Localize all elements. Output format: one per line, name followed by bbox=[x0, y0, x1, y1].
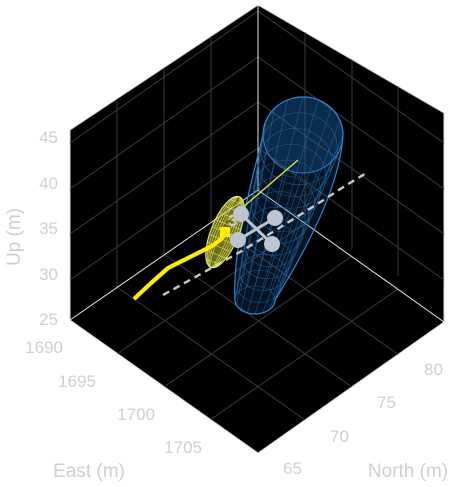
cylinder-mesh-line bbox=[236, 120, 267, 295]
cylinder-mesh-line bbox=[247, 99, 288, 288]
north-tick-label: 65 bbox=[283, 459, 302, 478]
up-tick-label: 35 bbox=[39, 219, 58, 238]
ellipsoid-mesh-line bbox=[205, 249, 227, 259]
grid-line bbox=[70, 56, 259, 190]
cylinder-mesh-line bbox=[268, 161, 332, 311]
north-axis-label: North (m) bbox=[368, 461, 448, 482]
east-tick-label: 1705 bbox=[164, 438, 202, 457]
up-axis: 25 30 35 40 45 Up (m) bbox=[4, 128, 58, 329]
uncertainty-cylinder bbox=[234, 96, 344, 315]
north-tick-label: 75 bbox=[377, 393, 396, 412]
grid-lines bbox=[70, 10, 444, 421]
cylinder-mesh-line bbox=[274, 134, 344, 301]
north-tick-label: 80 bbox=[424, 360, 443, 379]
vehicle-rotor-1 bbox=[233, 206, 249, 222]
cylinder-mesh-line bbox=[254, 96, 304, 287]
axis-edge-right bbox=[257, 189, 445, 323]
grid-line bbox=[70, 10, 259, 144]
east-tick-label: 1700 bbox=[117, 405, 155, 424]
up-tick-label: 25 bbox=[39, 310, 58, 329]
ellipsoid-mesh-line bbox=[207, 241, 231, 252]
grid-line bbox=[209, 288, 399, 421]
up-tick-label: 30 bbox=[39, 265, 58, 284]
cylinder-mesh-line bbox=[240, 108, 276, 291]
grid-line bbox=[163, 255, 353, 388]
vehicle-rotor-2 bbox=[267, 210, 283, 226]
north-axis: 65 70 75 80 North (m) bbox=[283, 360, 448, 482]
vehicle-marker bbox=[230, 206, 283, 252]
cylinder-mesh-line bbox=[236, 149, 267, 306]
cylinder-mesh-line bbox=[234, 134, 264, 301]
up-axis-label: Up (m) bbox=[4, 208, 25, 266]
east-tick-label: 1690 bbox=[25, 338, 63, 357]
grid-line bbox=[116, 286, 306, 421]
up-tick-label: 40 bbox=[39, 174, 58, 193]
grid-line bbox=[70, 147, 259, 281]
east-tick-label: 1695 bbox=[58, 372, 96, 391]
cylinder-mesh-line bbox=[262, 169, 319, 314]
vehicle-rotor-4 bbox=[230, 232, 246, 248]
cylinder-mesh-line bbox=[273, 149, 341, 306]
annotation-label: 3 bbox=[228, 211, 237, 230]
traveled-path bbox=[132, 232, 228, 301]
grid-line bbox=[257, 56, 444, 190]
up-tick-label: 45 bbox=[39, 128, 58, 147]
north-tick-label: 70 bbox=[330, 427, 349, 446]
grid-line bbox=[70, 101, 259, 235]
current-position-marker bbox=[220, 227, 230, 237]
ellipsoid-mesh-line bbox=[215, 219, 241, 230]
ellipsoid-mesh-line bbox=[205, 258, 221, 265]
grid-line bbox=[257, 10, 444, 144]
vehicle-rotor-3 bbox=[264, 236, 280, 252]
ellipsoid-mesh-line bbox=[229, 199, 245, 206]
cylinder-outline bbox=[234, 96, 344, 315]
cylinder-mesh-line bbox=[273, 120, 341, 295]
grid-line bbox=[257, 101, 444, 235]
east-axis: 1690 1695 1700 1705 East (m) bbox=[25, 338, 202, 482]
cylinder-mesh-line bbox=[268, 108, 332, 291]
planned-trajectory bbox=[162, 170, 369, 297]
grid-line bbox=[257, 147, 444, 281]
east-axis-label: East (m) bbox=[53, 461, 125, 482]
cylinder-mesh-line bbox=[262, 99, 319, 288]
